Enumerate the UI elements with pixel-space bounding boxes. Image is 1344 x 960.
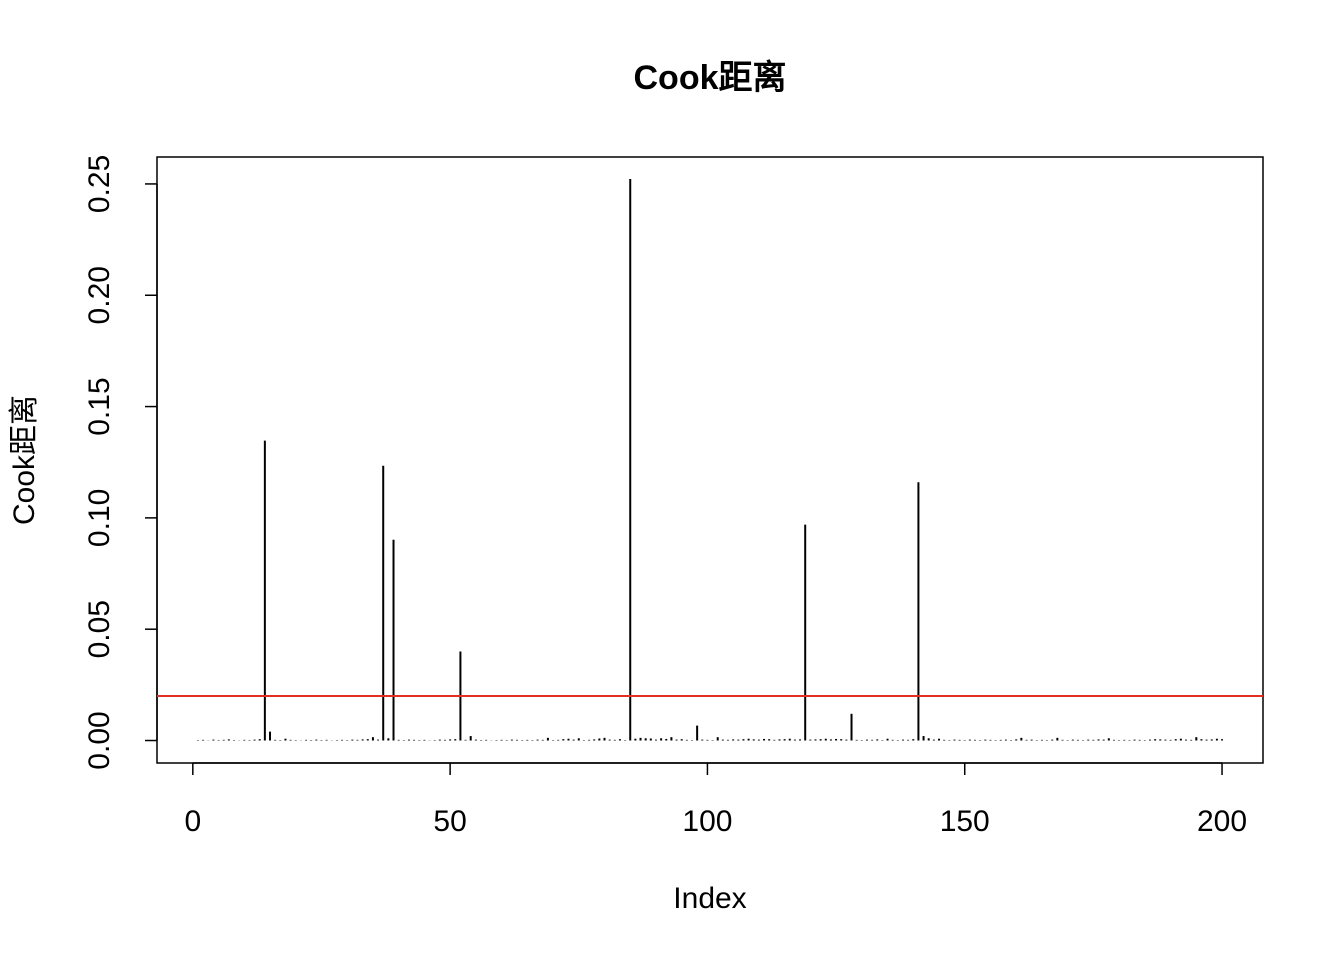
y-tick-label: 0.00 xyxy=(83,711,116,769)
x-tick-label: 50 xyxy=(433,805,466,838)
chart-title: Cook距离 xyxy=(634,58,787,97)
x-axis-label: Index xyxy=(673,882,746,915)
y-tick-label: 0.10 xyxy=(83,489,116,547)
x-tick-label: 200 xyxy=(1197,805,1247,838)
y-tick-label: 0.25 xyxy=(83,155,116,213)
x-tick-label: 0 xyxy=(184,805,201,838)
x-tick-label: 100 xyxy=(682,805,732,838)
y-tick-label: 0.15 xyxy=(83,377,116,435)
y-axis-label: Cook距离 xyxy=(8,395,41,525)
y-tick-label: 0.05 xyxy=(83,600,116,658)
plot-box xyxy=(156,156,1264,764)
x-tick-label: 150 xyxy=(940,805,990,838)
y-tick-label: 0.20 xyxy=(83,266,116,324)
